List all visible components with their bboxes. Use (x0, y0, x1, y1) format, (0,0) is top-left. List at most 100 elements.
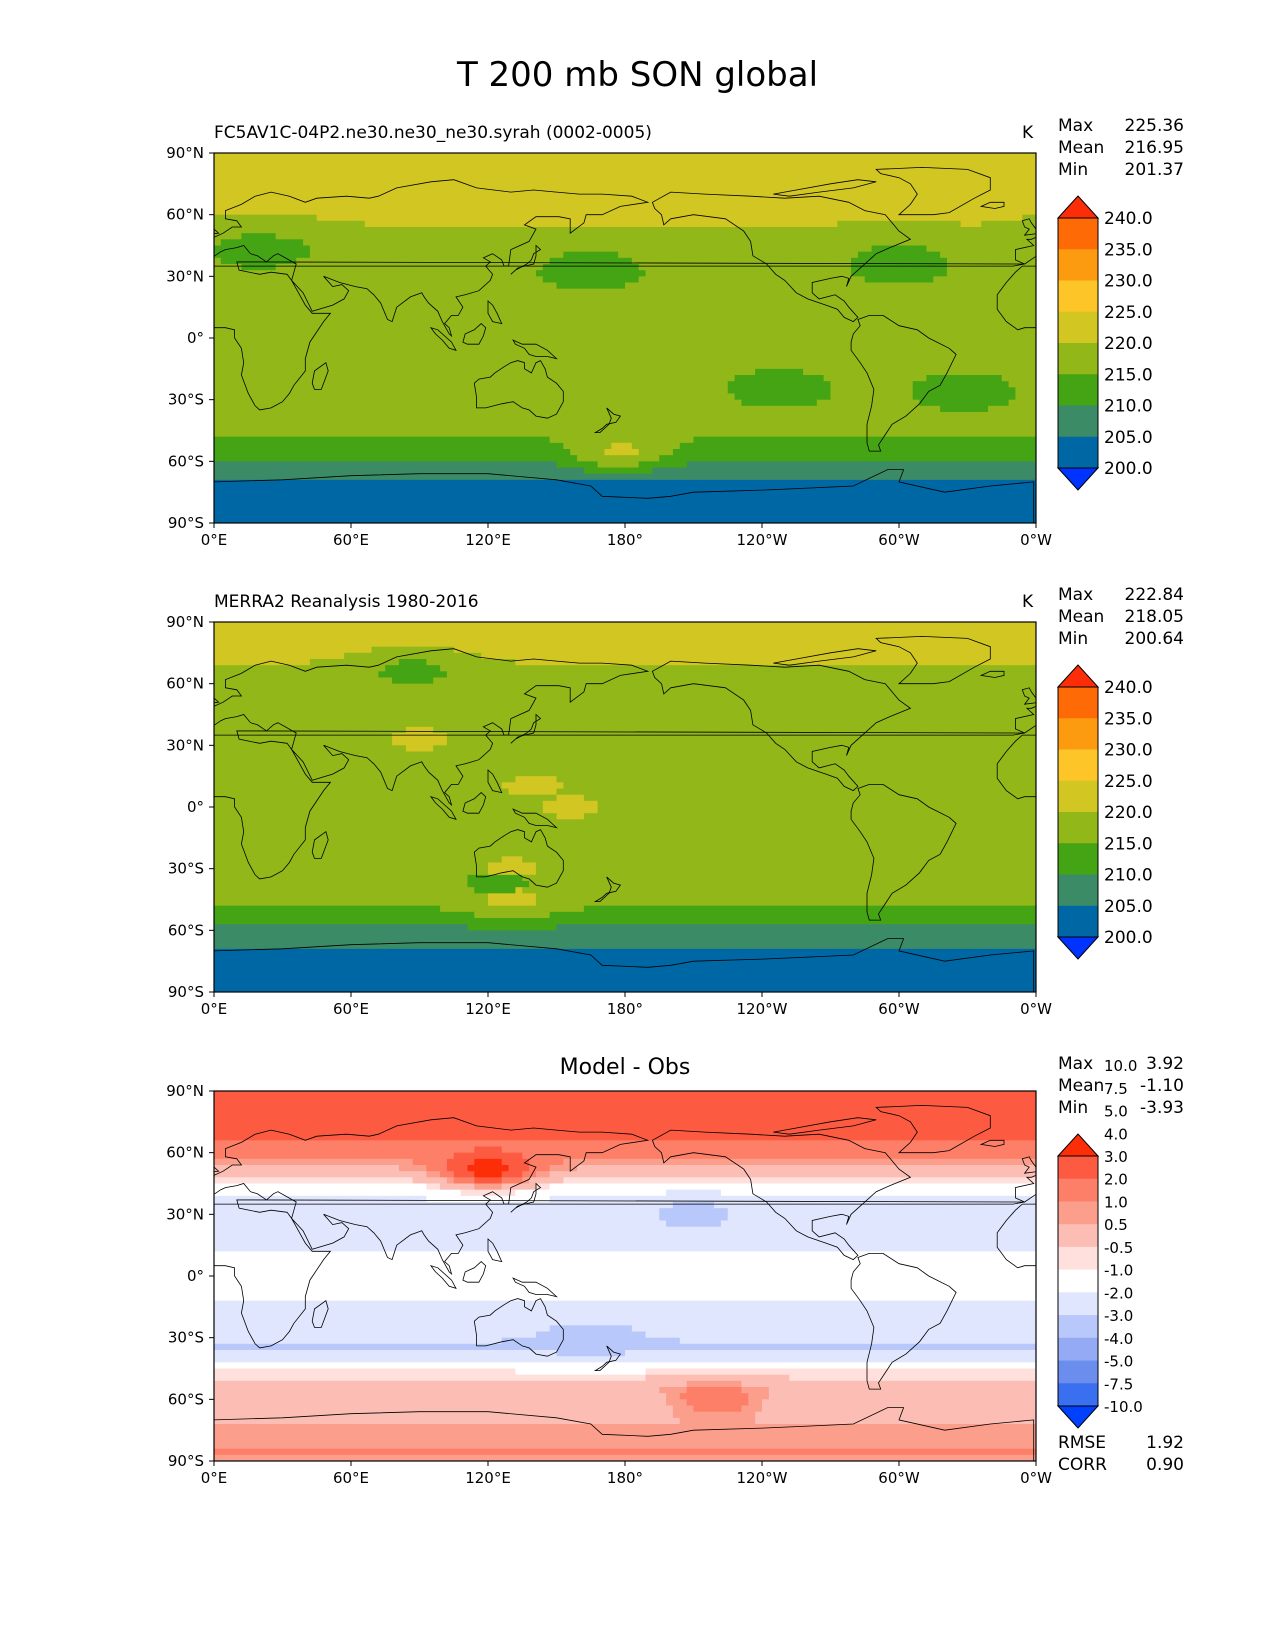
field-cell (214, 257, 222, 265)
field-cell (214, 1313, 1036, 1320)
field-cell (570, 449, 606, 456)
field-cell (214, 498, 1036, 506)
x-tick-label: 60°W (878, 1469, 920, 1487)
new-guinea-outline (512, 1277, 558, 1298)
africa-outline (214, 1199, 1025, 1349)
colorbar-max-extension (1056, 195, 1100, 219)
uk-outline (1021, 687, 1036, 705)
colorbar-tick-label: 200.0 (1104, 928, 1153, 948)
field-cell (214, 424, 1036, 432)
field-cell (214, 1263, 1036, 1271)
field-cell (214, 757, 1036, 765)
field-cell (960, 220, 982, 228)
field-cell (501, 856, 523, 864)
model-max-value: 225.36 (1124, 116, 1184, 136)
x-tick-label: 60°E (333, 531, 369, 549)
field-cell (1008, 381, 1036, 388)
field-cell (440, 905, 585, 913)
colorbar-segment (1058, 1337, 1098, 1362)
colorbar-segment (1058, 874, 1098, 907)
field-cell (214, 516, 1036, 523)
x-tick-label: 60°E (333, 1000, 369, 1018)
field-cell (214, 1387, 660, 1394)
field-cell (762, 1405, 1036, 1413)
field-cell (214, 208, 1036, 216)
field-cell (474, 1158, 503, 1166)
africa-outline (996, 734, 1036, 800)
field-cell (474, 1146, 503, 1154)
field-cell (789, 1374, 1036, 1382)
field-cell (871, 245, 927, 253)
field-cell (488, 893, 537, 901)
field-cell (214, 763, 1036, 771)
obs-axis-ticks: 0°E 60°E 120°E 180° 120°W 60°W 0°W 90°N 60°N 30°N… (166, 613, 1052, 1018)
colorbar-segment (1058, 218, 1098, 250)
philippines-outline (487, 300, 503, 325)
field-cell (1015, 387, 1036, 395)
field-cell (214, 1282, 1036, 1289)
field-cell (214, 1276, 1036, 1283)
model-colorbar: 200.0 205.0 210.0 215.0 220.0 225.0 230.0 235.0… (1056, 195, 1153, 491)
field-cell (446, 671, 1036, 679)
diff-corr-label: CORR (1058, 1455, 1107, 1475)
australia-outline (473, 1298, 564, 1357)
field-cell (214, 1306, 1036, 1314)
field-cell (214, 850, 1036, 857)
field-cell (727, 1214, 1036, 1222)
y-tick-label: 30°S (168, 391, 204, 409)
japan-outline (510, 244, 542, 275)
field-cell (549, 1195, 1036, 1203)
field-cell (214, 418, 1036, 425)
field-cell (214, 985, 1036, 992)
field-cell (638, 449, 674, 456)
colorbar-tick-label: 1.0 (1104, 1193, 1128, 1211)
field-cell (214, 819, 1036, 827)
x-tick-label: 120°E (465, 531, 511, 549)
field-cell (214, 1300, 1036, 1308)
sumatra-outline (429, 326, 457, 351)
field-cell (214, 961, 1036, 968)
colorbar-segment (1058, 1156, 1098, 1180)
field-cell (214, 646, 373, 654)
field-cell (309, 251, 564, 259)
obs-panel: 0°E 60°E 120°E 180° 120°W 60°W 0°W 90°N 60°N 30°N… (166, 613, 1052, 1018)
field-cell (214, 165, 1036, 173)
field-cell (857, 251, 941, 259)
field-cell (727, 387, 832, 395)
field-cell (214, 1331, 537, 1339)
field-cell (214, 214, 318, 222)
north-america-outline (651, 660, 912, 792)
field-cell (912, 387, 1017, 395)
new-zealand-outline (593, 876, 622, 902)
field-cell (214, 652, 345, 660)
field-cell (214, 831, 1036, 839)
field-cell (659, 1214, 729, 1222)
figure-title: T 200 mb SON global (456, 55, 819, 95)
eurasia-outline (214, 648, 650, 807)
field-cell (453, 1177, 475, 1185)
field-cell (563, 782, 1036, 790)
field-cell (645, 1331, 1036, 1339)
field-cell (433, 745, 1036, 753)
field-cell (556, 813, 585, 820)
x-tick-label: 180° (607, 531, 643, 549)
field-cell (214, 1442, 1036, 1450)
field-cell (405, 726, 434, 734)
field-cell (446, 1165, 469, 1172)
field-cell (392, 677, 434, 685)
field-cell (556, 776, 1036, 783)
field-cell (214, 486, 1036, 493)
field-cell (748, 1399, 763, 1407)
field-cell (214, 1343, 1036, 1351)
field-cell (214, 338, 1036, 345)
africa-outline (996, 265, 1036, 331)
field-cell (563, 442, 612, 450)
field-cell (556, 924, 1036, 931)
field-cell (275, 264, 544, 271)
colorbar-segment (1058, 1178, 1098, 1202)
field-cell (214, 1189, 462, 1197)
field-cell (214, 1393, 667, 1400)
colorbar-segment (1058, 374, 1098, 406)
field-cell (529, 1165, 551, 1172)
field-cell (214, 708, 1036, 716)
